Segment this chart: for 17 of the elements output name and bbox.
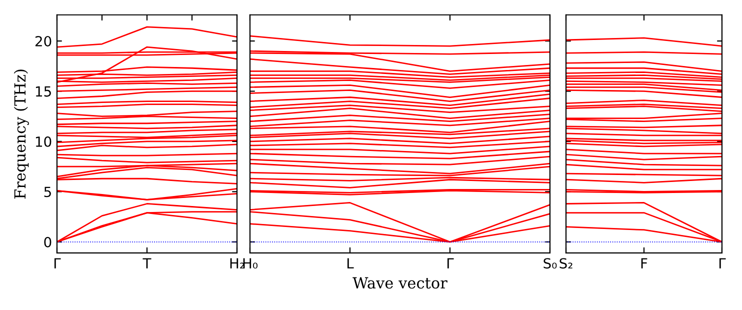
y-tick-label: 5 bbox=[44, 186, 51, 198]
y-tick-label: 15 bbox=[36, 86, 51, 97]
x-tick-label: H₀ bbox=[243, 258, 258, 269]
x-tick-label: Γ bbox=[54, 258, 61, 268]
y-tick-label: 0 bbox=[44, 236, 52, 248]
x-tick-label: H₂ bbox=[230, 258, 244, 268]
x-tick-label: T bbox=[142, 258, 152, 268]
x-tick-label: L bbox=[347, 258, 354, 268]
x-tick-label: Γ bbox=[447, 258, 454, 268]
x-tick-label: Γ bbox=[719, 258, 726, 268]
y-tick-label: 20 bbox=[35, 36, 52, 46]
y-tick-label: 10 bbox=[36, 136, 52, 147]
y-axis-title: Frequency (THz) bbox=[14, 70, 29, 199]
x-tick-label: F bbox=[641, 258, 648, 268]
x-axis-title: Wave vector bbox=[352, 277, 448, 289]
x-tick-label: S₂ bbox=[560, 258, 572, 269]
x-tick-label: S₀ bbox=[544, 258, 557, 269]
